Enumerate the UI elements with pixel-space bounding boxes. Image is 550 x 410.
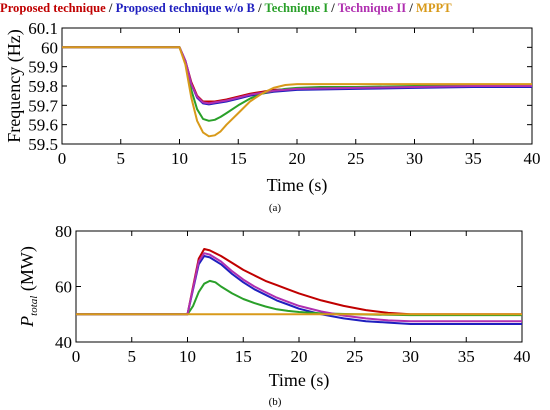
legend-separator: / — [105, 1, 116, 15]
y-tick-label: 60.1 — [28, 19, 58, 38]
legend-entry: MPPT — [415, 1, 452, 15]
series-line — [62, 46, 532, 138]
x-tick-label: 30 — [406, 149, 423, 168]
x-tick-label: 15 — [235, 347, 252, 366]
x-tick-label: 35 — [458, 347, 475, 366]
y-tick-label: 40 — [55, 333, 72, 352]
y-tick-label: 60 — [41, 38, 58, 57]
legend-entry: Technique II — [337, 1, 407, 15]
y-axis-label-b-main: P — [17, 316, 37, 328]
x-tick-label: 5 — [117, 149, 126, 168]
axis-ticks-a: 0 5 10 15 20 25 30 35 40 59.559.659.759.859.96060… — [28, 19, 540, 168]
y-tick-label: 59.6 — [28, 116, 58, 135]
x-tick-label: 20 — [289, 149, 306, 168]
series-line — [76, 279, 522, 317]
series-line — [76, 248, 522, 316]
y-tick-label: 59.7 — [28, 96, 58, 115]
caption-b: (b) — [269, 396, 282, 408]
series-line — [62, 46, 532, 122]
y-tick-label: 59.9 — [28, 58, 58, 77]
x-tick-label: 20 — [291, 347, 308, 366]
y-axis-label-b-unit: (MW) — [17, 246, 38, 295]
x-tick-label: 25 — [347, 149, 364, 168]
y-tick-label: 60 — [55, 278, 72, 297]
series-lines-a — [62, 46, 532, 138]
series-line — [76, 255, 522, 325]
x-tick-label: 0 — [72, 347, 81, 366]
y-axis-label-a: Frequency (Hz) — [4, 29, 25, 142]
series-lines-b — [76, 248, 522, 325]
legend-separator: / — [406, 1, 416, 15]
x-tick-label: 10 — [171, 149, 188, 168]
y-tick-label: 80 — [55, 222, 72, 241]
caption-a: (a) — [269, 202, 282, 214]
legend-entry: Proposed technique w/o B — [115, 1, 255, 15]
plot-frame-b — [75, 230, 523, 343]
y-axis-label-b: Ptotal (MW) — [17, 246, 40, 328]
legend-separator: / — [328, 1, 338, 15]
y-axis-label-b-sub: total — [28, 296, 40, 316]
x-tick-label: 35 — [465, 149, 482, 168]
axis-ticks-b: 0 5 10 15 20 25 30 35 40 40 60 80 — [55, 222, 531, 366]
series-line — [62, 46, 532, 106]
x-tick-label: 30 — [402, 347, 419, 366]
x-axis-label-a: Time (s) — [267, 175, 328, 196]
x-tick-label: 40 — [514, 347, 531, 366]
x-tick-label: 15 — [230, 149, 247, 168]
series-line — [62, 46, 532, 105]
y-tick-label: 59.5 — [28, 135, 58, 154]
x-tick-label: 5 — [128, 347, 137, 366]
x-tick-label: 10 — [179, 347, 196, 366]
y-tick-label: 59.8 — [28, 77, 58, 96]
legend-entry: Technique I — [264, 1, 329, 15]
x-tick-label: 0 — [58, 149, 67, 168]
series-line — [76, 252, 522, 323]
panel-a-frequency: 0 5 10 15 20 25 30 35 40 59.559.659.759.859.96060… — [4, 19, 541, 214]
x-tick-label: 40 — [524, 149, 541, 168]
panel-b-power: 0 5 10 15 20 25 30 35 40 40 60 80 Ptotal (MW) Time … — [17, 222, 531, 408]
legend-entry: Proposed technique — [0, 1, 106, 15]
x-axis-label-b: Time (s) — [269, 370, 330, 391]
legend: Proposed technique / Proposed technique … — [0, 1, 550, 16]
series-line — [62, 46, 532, 103]
x-tick-label: 25 — [346, 347, 363, 366]
legend-separator: / — [254, 1, 265, 15]
